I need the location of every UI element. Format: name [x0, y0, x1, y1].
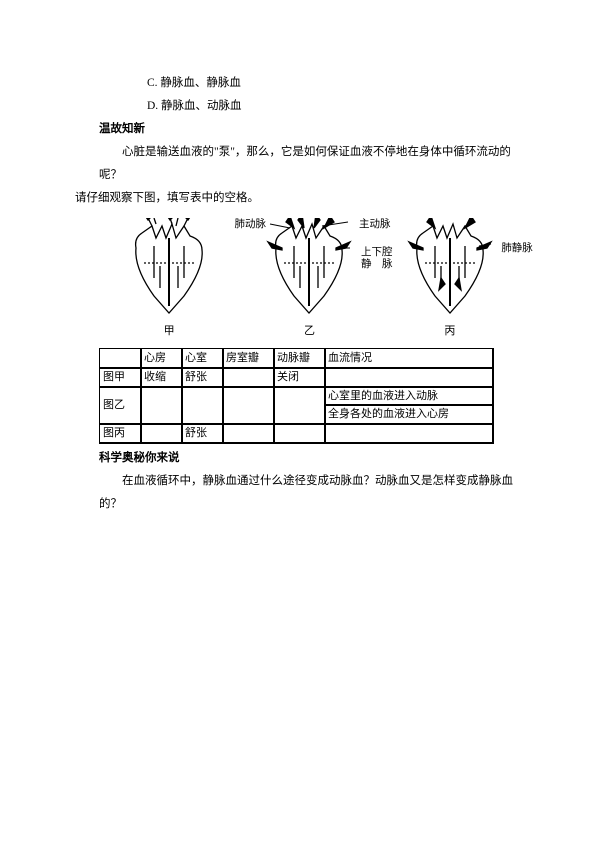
table-row: 图甲 收缩 舒张 关闭 — [100, 368, 493, 387]
cell: 图丙 — [100, 424, 141, 443]
option-c: C. 静脉血、静脉血 — [75, 72, 520, 95]
paragraph-3: 在血液循环中，静脉血通过什么途径变成动脉血？动脉血又是怎样变成静脉血的？ — [75, 470, 520, 516]
table-row: 图丙 舒张 — [100, 424, 493, 443]
cell — [223, 424, 274, 443]
table-row: 图乙 心室里的血液进入动脉 — [100, 387, 493, 406]
section-title-1: 温故知新 — [75, 118, 520, 141]
cell — [325, 368, 493, 387]
section-title-2: 科学奥秘你来说 — [75, 447, 520, 470]
cell — [223, 387, 274, 424]
cell: 关闭 — [274, 368, 325, 387]
label-jingmai: 静 脉 — [361, 254, 393, 275]
table-row: 心房 心室 房室瓣 动脉瓣 血流情况 — [100, 349, 493, 368]
cell — [141, 387, 182, 424]
cell: 图甲 — [100, 368, 141, 387]
option-d: D. 静脉血、动脉血 — [75, 95, 520, 118]
paragraph-2: 请仔细观察下图，填写表中的空格。 — [75, 187, 520, 210]
cell — [223, 368, 274, 387]
cell — [325, 424, 493, 443]
heart-bing-svg — [405, 218, 495, 318]
heart-bing: 肺静脉 丙 — [405, 218, 495, 342]
paragraph-1: 心脏是输送血液的"泵"，那么，它是如何保证血液不停地在身体中循环流动的呢？ — [75, 141, 520, 187]
cell: 舒张 — [182, 424, 223, 443]
label-feijingmai: 肺静脉 — [501, 238, 533, 259]
th-xinfang: 心房 — [141, 349, 182, 368]
caption-yi: 乙 — [304, 320, 315, 342]
caption-bing: 丙 — [444, 320, 455, 342]
th-dongmaiban: 动脉瓣 — [274, 349, 325, 368]
heart-jia: 甲 — [124, 218, 214, 342]
cell: 心室里的血液进入动脉 — [325, 387, 493, 406]
heart-yi-svg — [264, 218, 354, 318]
heart-jia-svg — [124, 218, 214, 318]
heart-table: 心房 心室 房室瓣 动脉瓣 血流情况 图甲 收缩 舒张 关闭 图乙 心室里的血液… — [99, 348, 493, 443]
heart-yi: 肺动脉 主动脉 上下腔 静 脉 — [264, 218, 354, 342]
label-zhudongmai: 主动脉 — [359, 214, 391, 235]
cell — [274, 387, 325, 424]
cell — [274, 424, 325, 443]
th-fangshiban: 房室瓣 — [223, 349, 274, 368]
cell: 全身各处的血液进入心房 — [325, 405, 493, 424]
cell: 图乙 — [100, 387, 141, 424]
cell — [141, 424, 182, 443]
caption-jia: 甲 — [164, 320, 175, 342]
cell: 舒张 — [182, 368, 223, 387]
cell — [182, 387, 223, 424]
th-xueliu: 血流情况 — [325, 349, 493, 368]
heart-diagram-row: 甲 肺动脉 主动脉 上下腔 静 脉 — [99, 218, 520, 342]
cell: 收缩 — [141, 368, 182, 387]
th-blank — [100, 349, 141, 368]
label-feidongmai: 肺动脉 — [234, 214, 266, 235]
th-xinshi: 心室 — [182, 349, 223, 368]
